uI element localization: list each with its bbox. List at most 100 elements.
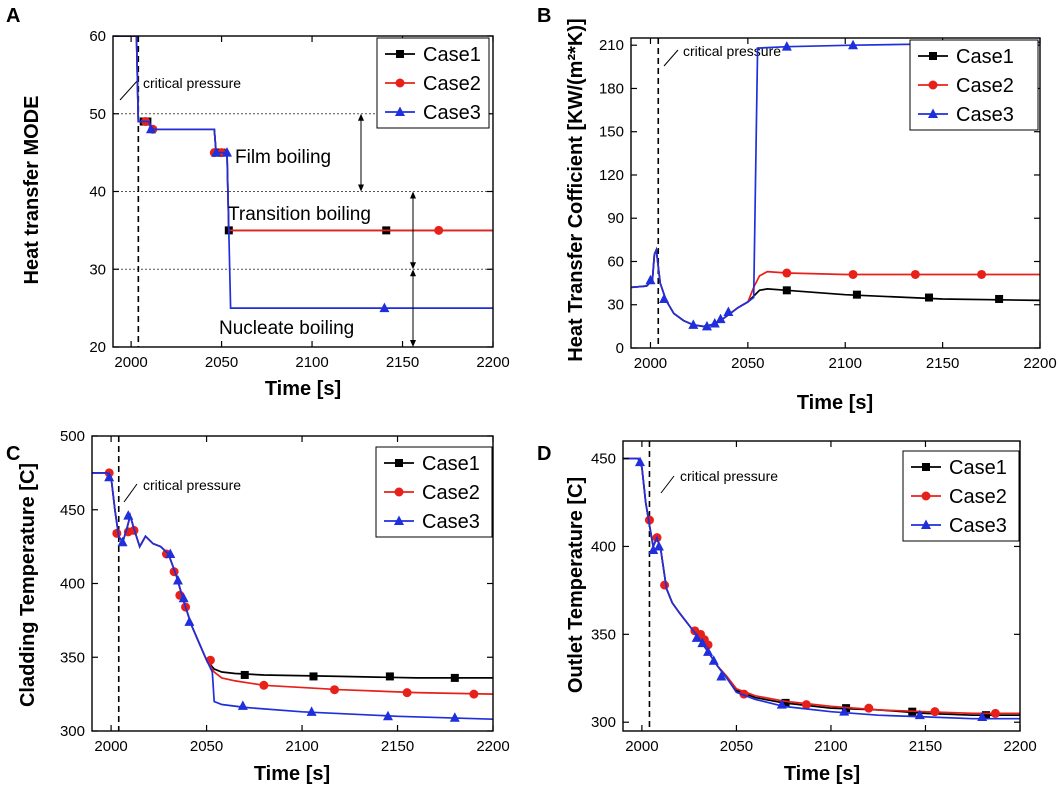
legend-marker-case1 bbox=[396, 50, 404, 58]
legend-marker-case1 bbox=[929, 52, 937, 60]
legend-marker-case2 bbox=[928, 80, 938, 90]
x-tick-label: 2200 bbox=[1023, 355, 1056, 372]
y-axis-label: Heat transfer MODE bbox=[21, 96, 43, 285]
region-arrow-head bbox=[410, 262, 416, 270]
x-tick-label: 2200 bbox=[1003, 738, 1036, 755]
data-point-case3 bbox=[648, 544, 659, 554]
data-point-case1 bbox=[781, 698, 790, 707]
data-point-case3 bbox=[146, 123, 156, 134]
region-label: Film boiling bbox=[235, 147, 331, 168]
data-point-case2 bbox=[930, 707, 940, 717]
x-tick-label: 2100 bbox=[829, 355, 862, 372]
data-point-case1 bbox=[924, 293, 933, 302]
data-point-case2 bbox=[801, 700, 811, 710]
data-point-case2 bbox=[977, 269, 987, 279]
legend-marker-case3 bbox=[928, 108, 938, 118]
series-line-case1 bbox=[631, 246, 1040, 328]
data-point-case3 bbox=[237, 700, 248, 710]
y-tick-label: 30 bbox=[607, 297, 624, 314]
y-tick-label: 450 bbox=[591, 451, 616, 468]
y-tick-label: 300 bbox=[60, 723, 85, 740]
data-point-case3 bbox=[635, 456, 646, 467]
series-group bbox=[92, 468, 493, 722]
legend-label-case1: Case1 bbox=[422, 453, 480, 475]
data-point-case1 bbox=[240, 670, 249, 679]
y-tick-label: 90 bbox=[607, 210, 624, 227]
data-point-case2 bbox=[660, 580, 670, 590]
data-point-case1 bbox=[995, 294, 1004, 303]
y-tick-label: 350 bbox=[60, 649, 85, 666]
data-point-case2 bbox=[848, 269, 858, 279]
legend: Case1 Case2 Case3 bbox=[375, 446, 493, 538]
legend-label-case1: Case1 bbox=[423, 44, 481, 66]
critical-pressure-label: critical pressure bbox=[143, 477, 241, 493]
data-point-case2 bbox=[434, 225, 444, 235]
series-group bbox=[623, 456, 1020, 721]
x-tick-label: 2150 bbox=[386, 354, 419, 371]
data-point-case1 bbox=[782, 286, 791, 295]
legend: Case1 Case2 Case3 bbox=[909, 39, 1039, 131]
series-group bbox=[113, 36, 493, 313]
data-point-case1 bbox=[450, 673, 459, 682]
y-tick-label: 0 bbox=[616, 340, 624, 357]
data-point-case3 bbox=[104, 471, 115, 482]
region-label: Transition boiling bbox=[228, 204, 371, 225]
x-tick-label: 2100 bbox=[814, 738, 847, 755]
y-tick-label: 30 bbox=[89, 261, 106, 278]
plot-frame bbox=[622, 440, 1021, 732]
x-tick-label: 2000 bbox=[634, 355, 667, 372]
data-point-case3 bbox=[781, 41, 792, 51]
data-point-case3 bbox=[691, 632, 702, 642]
y-tick-label: 50 bbox=[89, 106, 106, 123]
legend-label-case3: Case3 bbox=[423, 102, 481, 124]
y-tick-label: 210 bbox=[599, 37, 624, 54]
legend-label-case2: Case2 bbox=[422, 482, 480, 504]
y-tick-label: 450 bbox=[60, 502, 85, 519]
x-axis-label: Time [s] bbox=[265, 378, 341, 400]
annotation-arrow bbox=[119, 79, 139, 101]
region-arrow-head bbox=[410, 269, 416, 277]
region-arrow-head bbox=[358, 113, 364, 121]
data-point-case3 bbox=[977, 711, 988, 721]
legend-marker-case1 bbox=[395, 459, 403, 467]
legend-label-case1: Case1 bbox=[949, 457, 1007, 479]
series-line-case2 bbox=[631, 246, 1040, 328]
y-axis-label: Cladding Temperature [C] bbox=[17, 463, 39, 707]
x-tick-label: 2200 bbox=[476, 354, 509, 371]
legend-label-case3: Case3 bbox=[956, 104, 1014, 126]
data-point-case2 bbox=[864, 703, 874, 713]
data-point-case2 bbox=[469, 689, 479, 699]
x-tick-label: 2150 bbox=[926, 355, 959, 372]
data-point-case3 bbox=[688, 319, 699, 329]
y-axis-label: Outlet Temperature [C] bbox=[565, 477, 587, 693]
data-point-case3 bbox=[211, 147, 222, 157]
legend-marker-case1 bbox=[922, 463, 930, 471]
x-tick-label: 2000 bbox=[94, 738, 127, 755]
data-point-case3 bbox=[449, 712, 460, 722]
data-point-case3 bbox=[701, 320, 712, 331]
legend-marker-case3 bbox=[394, 515, 404, 525]
legend-marker-case2 bbox=[921, 491, 931, 501]
legend-label-case2: Case2 bbox=[423, 73, 481, 95]
data-point-case3 bbox=[709, 317, 720, 328]
x-tick-label: 2150 bbox=[381, 738, 414, 755]
annotation-arrow bbox=[663, 49, 679, 67]
data-point-case3 bbox=[178, 592, 189, 603]
data-point-case3 bbox=[653, 540, 664, 551]
legend: Case1 Case2 Case3 bbox=[902, 450, 1020, 542]
data-point-case3 bbox=[848, 39, 859, 50]
data-point-case3 bbox=[382, 710, 393, 721]
data-point-case1 bbox=[385, 672, 394, 681]
data-point-case3 bbox=[172, 575, 183, 585]
x-axis-label: Time [s] bbox=[784, 763, 860, 785]
region-arrow-head bbox=[410, 191, 416, 199]
x-tick-label: 2150 bbox=[909, 738, 942, 755]
data-point-case3 bbox=[703, 646, 714, 656]
series-line-case3 bbox=[631, 41, 1040, 328]
x-axis-label: Time [s] bbox=[254, 763, 330, 785]
panel-letter: A bbox=[6, 5, 20, 27]
x-tick-label: 2050 bbox=[720, 738, 753, 755]
